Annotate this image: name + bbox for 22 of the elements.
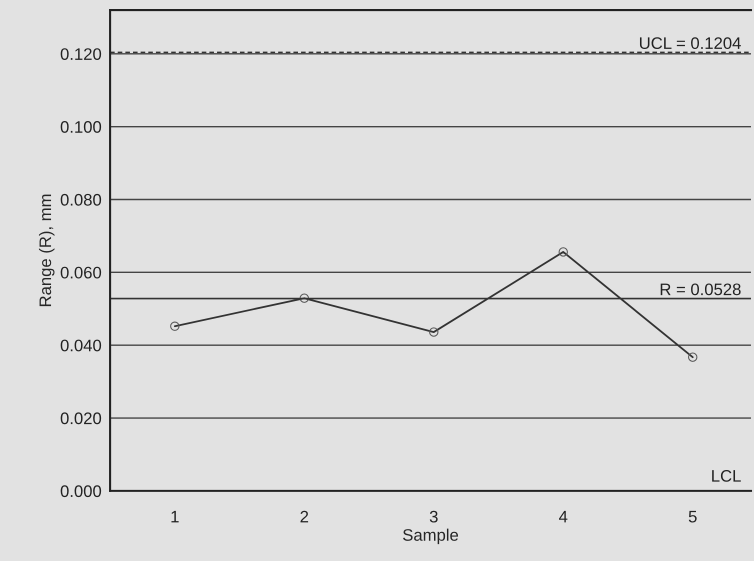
y-tick-label: 0.080 bbox=[60, 194, 102, 206]
point bbox=[558, 247, 568, 257]
point bbox=[170, 322, 180, 331]
annotation: LCL bbox=[712, 470, 741, 482]
y-tick-label: 0.120 bbox=[60, 48, 102, 60]
x-tick-label: 5 bbox=[688, 510, 697, 523]
y-tick-label: 0.040 bbox=[60, 340, 102, 352]
point bbox=[429, 327, 438, 337]
x-axis-title: Sample bbox=[403, 528, 458, 544]
ref-line-label: UCL = 0.1204 bbox=[640, 37, 741, 50]
y-tick-label: 0.060 bbox=[60, 266, 102, 279]
y-tick-label: 0.000 bbox=[60, 485, 102, 498]
x-tick-label: 4 bbox=[558, 510, 568, 522]
ref-line-label: R = 0.0528 bbox=[660, 283, 741, 296]
y-tick-label: 0.100 bbox=[60, 121, 102, 133]
y-axis-title: Range (R), mm bbox=[38, 194, 54, 306]
x-tick-label: 1 bbox=[171, 510, 179, 522]
x-tick-label: 2 bbox=[300, 510, 308, 522]
x-tick-label: 3 bbox=[430, 510, 438, 523]
y-tick-label: 0.020 bbox=[60, 412, 102, 424]
point bbox=[300, 294, 309, 303]
point bbox=[688, 352, 698, 362]
